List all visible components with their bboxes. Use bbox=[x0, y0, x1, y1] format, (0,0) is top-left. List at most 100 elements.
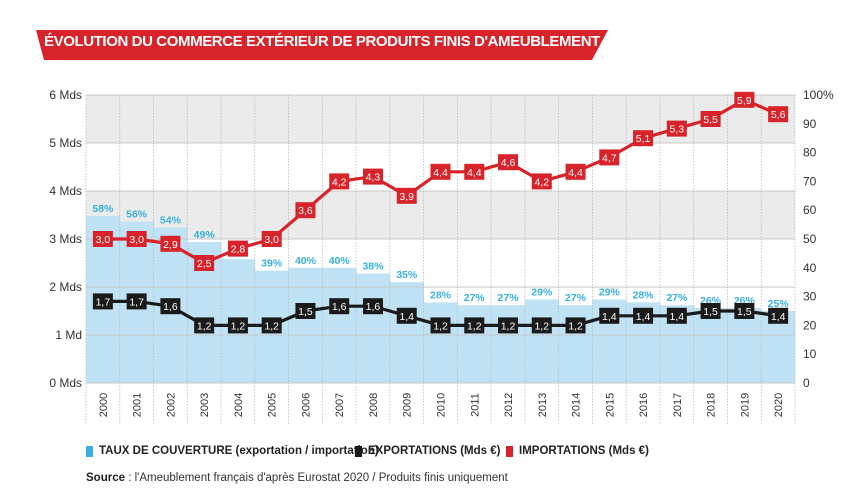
x-tick-label: 2013 bbox=[537, 393, 549, 417]
export-marker bbox=[531, 317, 552, 334]
legend-swatch-import bbox=[506, 445, 513, 457]
coverage-data-label: 40% bbox=[295, 255, 317, 267]
title-banner bbox=[36, 30, 608, 60]
right-tick-label: 60 bbox=[803, 203, 817, 217]
left-tick-label: 6 Mds bbox=[49, 88, 82, 102]
coverage-data-label: 28% bbox=[633, 289, 655, 301]
x-tick-label: 2008 bbox=[368, 393, 380, 417]
right-tick-label: 100% bbox=[803, 88, 834, 102]
left-tick-label: 3 Mds bbox=[49, 232, 82, 246]
export-data-label: 1,2 bbox=[467, 320, 482, 332]
right-tick-label: 30 bbox=[803, 290, 817, 304]
export-data-label: 1,6 bbox=[366, 301, 381, 313]
import-marker bbox=[565, 163, 586, 180]
export-marker bbox=[700, 303, 721, 319]
x-tick-label: 2006 bbox=[300, 393, 312, 417]
coverage-data-label: 56% bbox=[126, 209, 148, 221]
import-data-label: 5,6 bbox=[771, 109, 786, 121]
coverage-bar bbox=[423, 302, 458, 383]
coverage-data-label: 27% bbox=[464, 292, 486, 304]
import-marker bbox=[464, 163, 485, 180]
import-marker bbox=[160, 235, 181, 252]
legend-item-export: EXPORTATIONS (Mds €) bbox=[355, 443, 500, 459]
x-tick-label: 2018 bbox=[706, 393, 718, 417]
import-data-label: 4,4 bbox=[467, 167, 482, 179]
import-marker bbox=[261, 231, 282, 247]
import-data-label: 4,2 bbox=[534, 176, 549, 188]
coverage-data-label: 40% bbox=[329, 255, 351, 267]
export-data-label: 1,2 bbox=[568, 320, 583, 332]
import-data-label: 2,5 bbox=[197, 258, 212, 270]
import-data-label: 3,0 bbox=[264, 234, 279, 246]
import-data-label: 3,6 bbox=[298, 205, 313, 217]
x-tick-label: 2005 bbox=[267, 393, 279, 417]
coverage-bar bbox=[322, 267, 357, 383]
export-data-label: 1,4 bbox=[636, 311, 651, 323]
legend-label-taux: TAUX DE COUVERTURE (exportation / import… bbox=[99, 445, 379, 457]
right-tick-label: 0 bbox=[803, 376, 810, 390]
export-data-label: 1,7 bbox=[129, 296, 144, 308]
coverage-bar bbox=[356, 273, 391, 383]
import-data-label: 2,9 bbox=[163, 239, 178, 251]
export-data-label: 1,5 bbox=[298, 306, 313, 318]
coverage-data-label: 38% bbox=[362, 261, 384, 273]
coverage-bar bbox=[389, 282, 424, 383]
export-data-label: 1,5 bbox=[737, 306, 752, 318]
x-tick-label: 2003 bbox=[199, 393, 211, 417]
band-5-6 bbox=[86, 95, 795, 143]
right-tick-label: 50 bbox=[803, 232, 817, 246]
source-label: Source bbox=[86, 472, 125, 484]
import-marker bbox=[599, 149, 620, 166]
x-tick-label: 2012 bbox=[503, 393, 515, 417]
import-data-label: 4,4 bbox=[433, 167, 448, 179]
x-tick-label: 2016 bbox=[638, 393, 650, 417]
left-tick-label: 2 Mds bbox=[49, 280, 82, 294]
coverage-bar bbox=[727, 308, 762, 383]
import-data-label: 3,0 bbox=[96, 234, 111, 246]
coverage-bar bbox=[693, 308, 728, 383]
x-tick-label: 2007 bbox=[334, 393, 346, 417]
import-marker bbox=[126, 231, 147, 247]
legend-swatch-taux bbox=[86, 445, 93, 457]
import-data-label: 2,8 bbox=[231, 244, 246, 256]
export-marker bbox=[565, 317, 586, 334]
export-data-label: 1,2 bbox=[264, 320, 279, 332]
export-marker bbox=[160, 298, 181, 315]
import-marker bbox=[295, 202, 316, 219]
left-tick-label: 1 Md bbox=[55, 328, 82, 342]
chart-title: ÉVOLUTION DU COMMERCE EXTÉRIEUR DE PRODU… bbox=[44, 33, 674, 50]
right-tick-label: 20 bbox=[803, 318, 817, 332]
import-marker bbox=[227, 240, 248, 257]
export-marker bbox=[430, 317, 451, 334]
export-data-label: 1,6 bbox=[332, 301, 347, 313]
coverage-data-label: 28% bbox=[430, 289, 452, 301]
x-tick-label: 2000 bbox=[98, 393, 110, 417]
legend-label-import: IMPORTATIONS (Mds €) bbox=[519, 445, 649, 457]
import-data-label: 3,0 bbox=[129, 234, 144, 246]
export-marker bbox=[768, 307, 789, 324]
import-data-label: 3,9 bbox=[399, 191, 414, 203]
x-tick-label: 2014 bbox=[571, 393, 583, 417]
coverage-data-label: 58% bbox=[92, 203, 114, 215]
export-marker bbox=[396, 307, 417, 324]
export-data-label: 1,2 bbox=[231, 320, 246, 332]
coverage-bar bbox=[491, 305, 526, 383]
import-data-label: 5,9 bbox=[737, 95, 752, 107]
x-tick-label: 2011 bbox=[469, 393, 481, 417]
right-tick-label: 90 bbox=[803, 117, 817, 131]
import-marker bbox=[633, 130, 654, 147]
export-marker bbox=[329, 298, 350, 315]
coverage-data-label: 27% bbox=[666, 292, 688, 304]
export-data-label: 1,5 bbox=[703, 306, 718, 318]
source-text: : l'Ameublement français d'après Eurosta… bbox=[125, 472, 508, 484]
coverage-data-label: 54% bbox=[160, 214, 182, 226]
x-tick-label: 2002 bbox=[165, 393, 177, 417]
legend-swatch-export bbox=[355, 445, 362, 457]
import-data-label: 4,7 bbox=[602, 152, 617, 164]
x-tick-label: 2019 bbox=[739, 393, 751, 417]
export-data-label: 1,2 bbox=[501, 320, 516, 332]
band-3-4 bbox=[86, 191, 795, 239]
left-tick-label: 5 Mds bbox=[49, 136, 82, 150]
import-marker bbox=[430, 163, 451, 180]
